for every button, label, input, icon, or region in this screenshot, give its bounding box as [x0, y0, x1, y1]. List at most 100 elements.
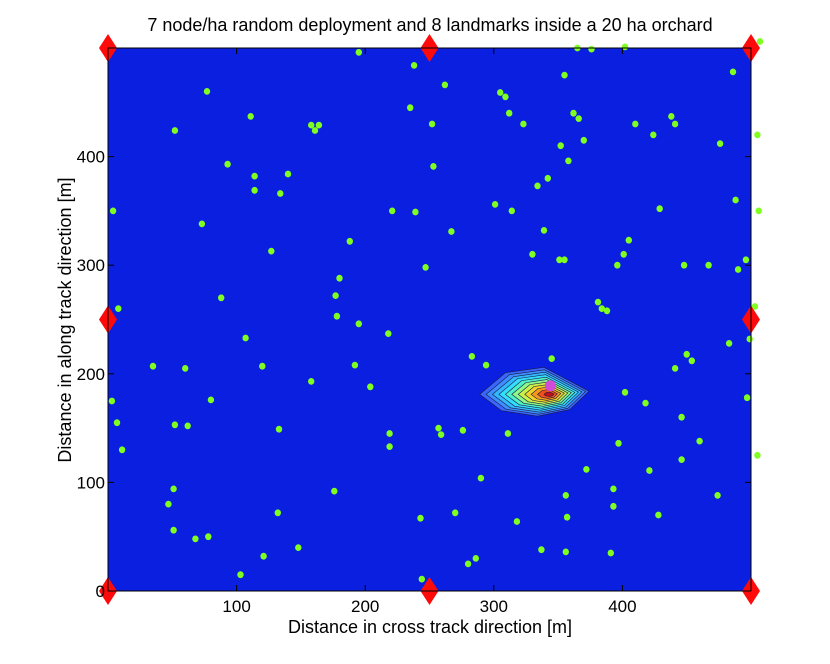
sensor-node: [755, 207, 762, 215]
sensor-node: [268, 247, 275, 255]
sensor-node: [441, 81, 449, 89]
sensor-node: [315, 121, 323, 129]
sensor-node: [714, 492, 721, 499]
sensor-node: [171, 421, 179, 429]
sensor-node: [237, 571, 244, 579]
sensor-node: [184, 422, 191, 430]
sensor-node: [646, 467, 653, 474]
sensor-node: [355, 48, 362, 56]
sensor-node: [696, 437, 703, 445]
sensor-node: [192, 535, 199, 543]
sensor-node: [754, 131, 761, 139]
sensor-node: [430, 163, 437, 170]
sensor-node: [603, 307, 611, 315]
sensor-node: [504, 430, 512, 437]
sensor-node: [716, 140, 724, 148]
sensor-node: [621, 388, 629, 396]
sensor-node: [563, 513, 571, 521]
sensor-node: [502, 93, 509, 101]
sensor-node: [198, 220, 206, 228]
sensor-node: [725, 340, 733, 347]
sensor-node: [562, 548, 569, 556]
x-tick-label: 400: [608, 597, 636, 616]
target-estimate: [544, 380, 556, 392]
sensor-node: [548, 355, 555, 362]
sensor-node: [508, 207, 515, 215]
sensor-node: [534, 182, 541, 190]
sensor-node: [428, 120, 436, 128]
sensor-node: [562, 492, 569, 499]
sensor-node: [625, 236, 632, 244]
sensor-node: [284, 170, 292, 178]
likelihood-contour: [479, 366, 590, 417]
sensor-node: [336, 274, 343, 282]
sensor-node: [247, 113, 254, 120]
sensor-node: [614, 261, 621, 269]
sensor-node: [170, 526, 177, 534]
sensor-node: [656, 205, 663, 213]
sensor-node: [610, 485, 617, 493]
sensor-node: [743, 394, 751, 402]
y-tick-label: 200: [77, 365, 105, 384]
sensor-node: [732, 196, 739, 204]
sensor-node: [583, 466, 590, 473]
sensor-node: [109, 207, 117, 215]
sensor-node: [580, 136, 587, 144]
x-tick-label: 100: [222, 597, 250, 616]
sensor-node: [118, 446, 126, 454]
sensor-node: [108, 397, 116, 405]
sensor-node: [575, 115, 582, 122]
sensor-node: [207, 396, 215, 404]
sensor-node: [538, 546, 545, 554]
sensor-node: [754, 451, 761, 459]
sensor-node: [678, 413, 685, 421]
y-tick-label: 100: [77, 473, 105, 492]
sensor-node: [182, 365, 189, 372]
sensor-node: [308, 121, 315, 129]
sensor-node: [331, 487, 338, 495]
sensor-node: [529, 250, 536, 258]
sensor-node: [311, 127, 319, 134]
plot-area: [108, 48, 751, 591]
sensor-node: [165, 500, 172, 508]
sensor-node: [746, 335, 753, 343]
sensor-node: [565, 157, 572, 165]
sensor-node: [751, 303, 759, 310]
sensor-node: [386, 430, 393, 437]
sensor-node: [277, 190, 284, 197]
sensor-node: [615, 439, 622, 447]
sensor-node: [224, 160, 231, 168]
sensor-node: [683, 350, 690, 358]
sensor-node: [497, 89, 504, 96]
sensor-node: [355, 320, 362, 328]
sensor-node: [742, 256, 750, 264]
sensor-node: [170, 485, 177, 493]
sensor-node: [435, 424, 442, 432]
sensor-node: [632, 120, 639, 128]
estimate-point: [544, 380, 556, 392]
sensor-node: [594, 298, 602, 306]
sensor-node: [259, 362, 266, 370]
sensor-node: [729, 68, 737, 76]
sensor-node: [410, 62, 418, 69]
chart-title: 7 node/ha random deployment and 8 landma…: [147, 15, 712, 35]
sensor-node: [540, 227, 548, 234]
sensor-node: [242, 334, 249, 342]
sensor-node: [149, 362, 157, 370]
sensor-node: [218, 294, 225, 302]
sensor-node: [557, 142, 564, 150]
sensor-node: [418, 575, 425, 583]
sensor-node: [386, 443, 393, 450]
sensor-node: [491, 201, 499, 208]
sensor-node: [385, 330, 392, 337]
sensor-node: [308, 378, 315, 385]
sensor-node: [351, 361, 359, 369]
y-tick-label: 0: [96, 582, 105, 601]
x-axis-label: Distance in cross track direction [m]: [288, 617, 572, 637]
sensor-node: [274, 509, 281, 517]
sensor-node: [620, 250, 627, 258]
y-axis-label: Distance in along track direction [m]: [55, 177, 75, 462]
sensor-node: [333, 312, 341, 320]
sensor-node: [668, 113, 675, 120]
